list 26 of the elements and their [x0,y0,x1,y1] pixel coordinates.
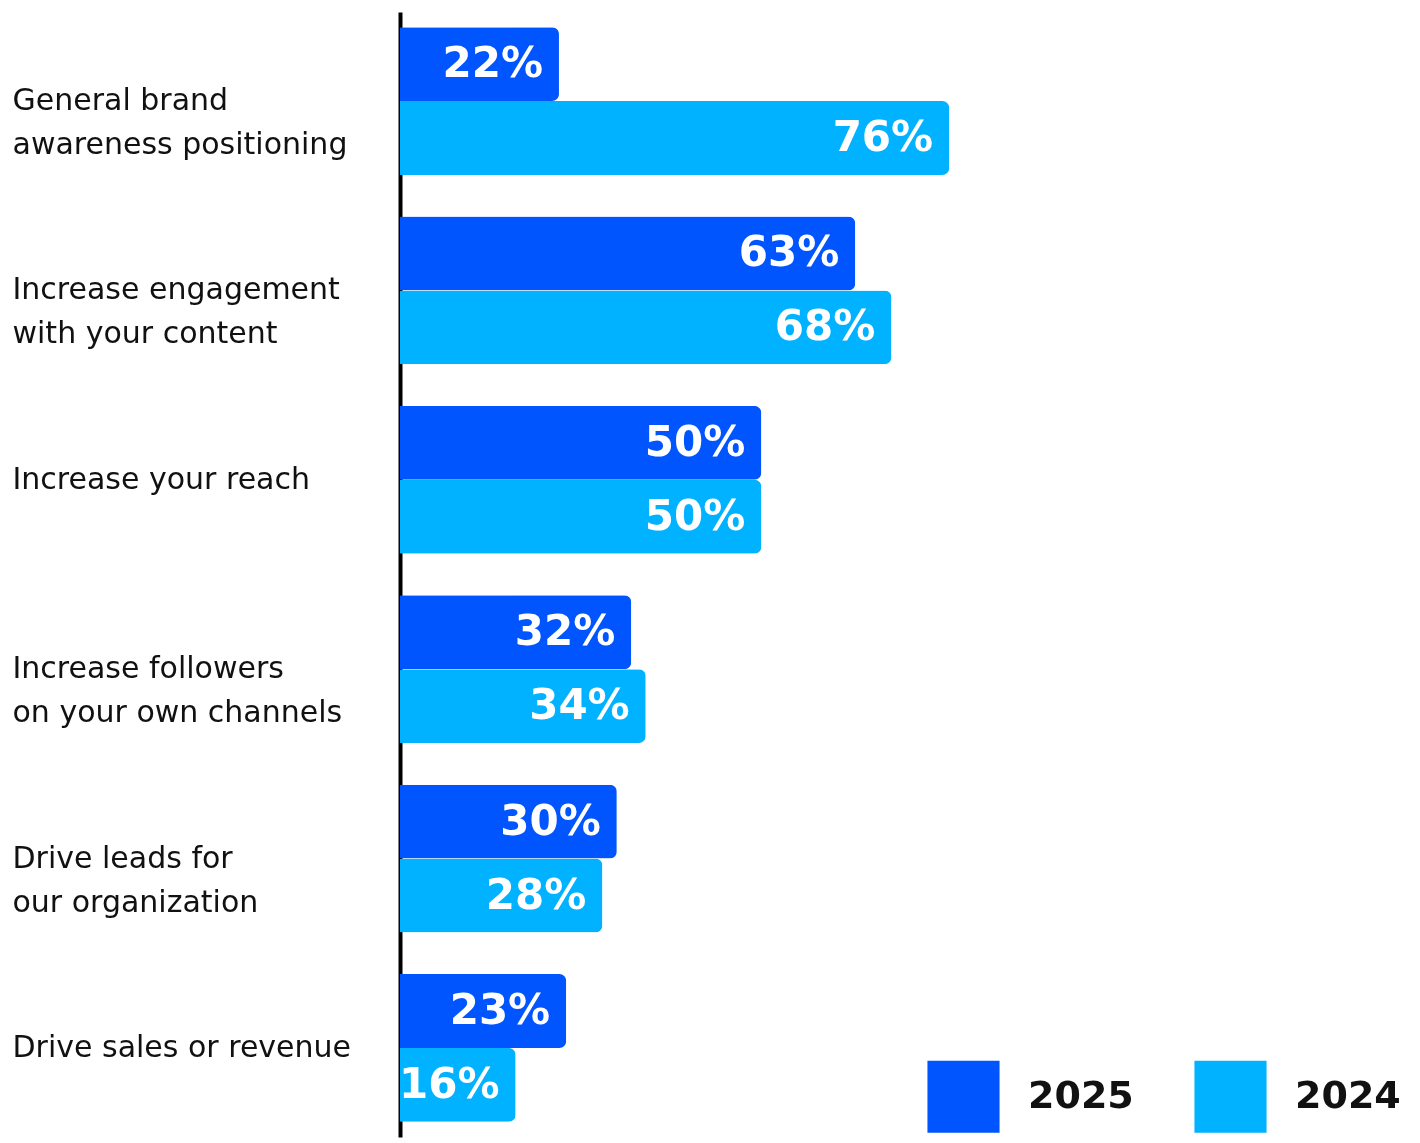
data-label: 76% [832,111,934,161]
y-tick-label: Increase engagement with your content [12,271,341,351]
y-tick-label: Drive leads for our organization [12,839,259,919]
data-label: 34% [529,680,630,730]
data-label: 68% [774,301,876,351]
data-label: 63% [738,227,840,277]
data-label: 23% [449,985,551,1035]
bar [400,290,892,365]
data-label: 22% [442,38,543,88]
bar [400,669,646,744]
y-tick-label: Drive sales or revenue [12,1028,352,1064]
legend-label: 2024 [1295,1072,1401,1117]
y-tick-label: Increase followers on your own channels [12,650,343,730]
y-tick-label: General brand awareness positioning [12,82,348,162]
y-tick-label: Increase your reach [12,460,311,496]
bar [400,479,762,554]
data-label: 30% [500,795,601,845]
legend-label: 2025 [1028,1072,1134,1117]
data-label: 16% [399,1058,500,1108]
data-label: 50% [644,490,746,540]
bar [400,101,950,175]
data-label: 32% [514,606,616,656]
data-label: 50% [644,416,746,466]
data-label: 28% [485,869,587,919]
bar [400,405,762,480]
bar [400,216,856,291]
